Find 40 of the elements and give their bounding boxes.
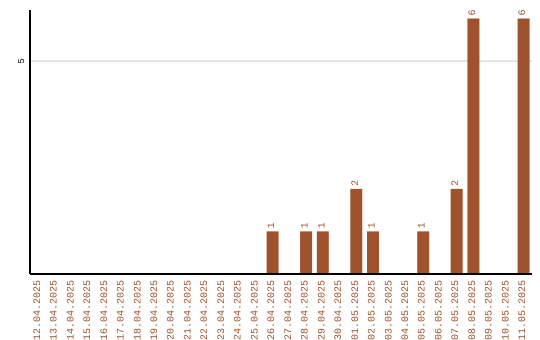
x-tick-label: 21.04.2025 [183,280,194,340]
x-tick-label: 25.04.2025 [250,280,262,340]
x-tick-label: 12.04.2025 [32,280,44,340]
x-tick-label: 02.05.2025 [368,280,379,340]
x-tick-label: 18.04.2025 [133,280,144,340]
x-tick-label: 01.05.2025 [350,280,362,340]
x-tick-label: 09.05.2025 [484,280,496,340]
x-tick-label: 15.04.2025 [83,280,94,340]
data-label: 2 [350,180,362,186]
x-tick-label: 19.04.2025 [150,280,161,340]
x-tick-label: 22.04.2025 [200,280,212,340]
x-tick-label: 17.04.2025 [116,280,128,340]
data-label: 1 [300,222,312,228]
x-tick-label: 20.04.2025 [166,280,178,340]
x-tick-label: 07.05.2025 [451,280,462,340]
x-tick-label: 14.04.2025 [66,280,78,340]
x-tick-label: 11.05.2025 [518,280,530,340]
x-tick-label: 27.04.2025 [284,280,295,340]
data-label: 1 [418,222,429,228]
y-tick-label: 5 [17,58,27,64]
data-label: 6 [468,10,479,16]
data-label: 1 [317,222,328,228]
x-tick-label: 13.04.2025 [50,280,61,340]
x-tick-label: 04.05.2025 [401,280,412,340]
data-label: 2 [451,180,462,186]
x-tick-label: 10.05.2025 [501,280,512,340]
x-tick-label: 06.05.2025 [434,280,446,340]
x-tick-label: 03.05.2025 [384,280,396,340]
x-tick-label: 26.04.2025 [267,280,278,340]
data-label: 1 [368,222,379,228]
x-tick-label: 05.05.2025 [418,280,429,340]
data-label: 1 [267,222,278,228]
x-tick-label: 23.04.2025 [216,280,228,340]
x-tick-label: 30.04.2025 [334,280,346,340]
x-tick-label: 08.05.2025 [468,280,479,340]
data-label: 6 [518,10,530,16]
x-tick-label: 16.04.2025 [100,280,111,340]
x-tick-label: 28.04.2025 [300,280,312,340]
x-tick-label: 29.04.2025 [317,280,328,340]
x-tick-label: 24.04.2025 [234,280,245,340]
